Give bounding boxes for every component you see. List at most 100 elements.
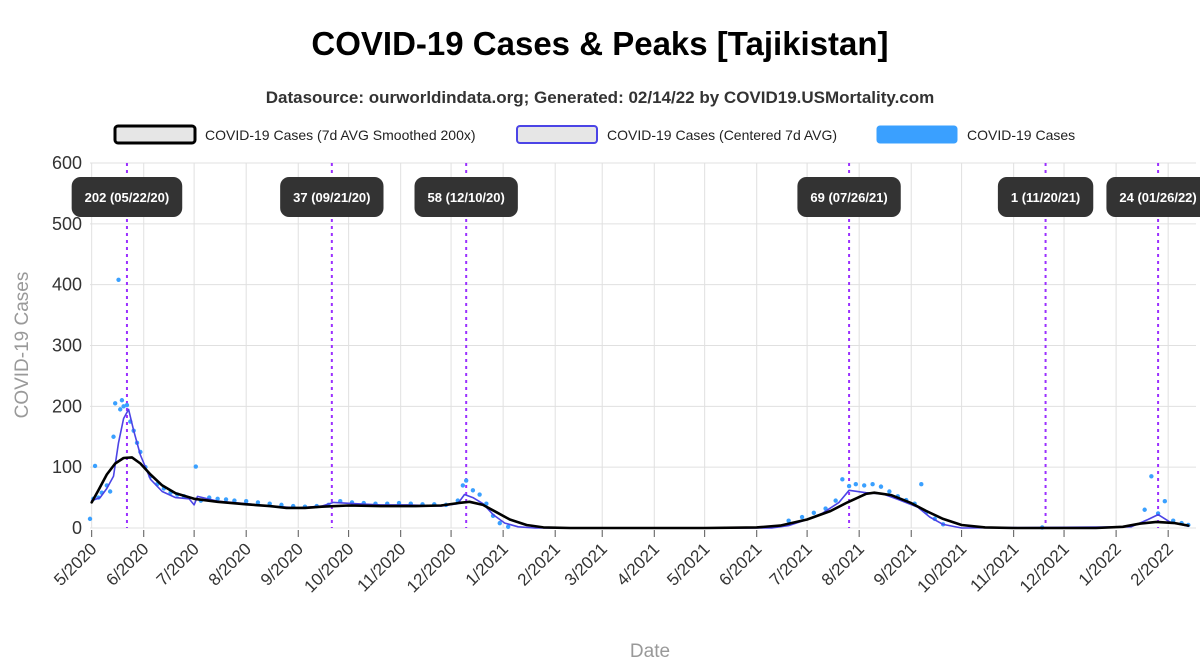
x-tick-label: 10/2021 (914, 539, 971, 596)
x-tick-label: 9/2021 (870, 539, 920, 589)
x-tick-label: 3/2021 (561, 539, 611, 589)
centered-7d-avg-line (90, 408, 1190, 529)
y-tick-label-400: 400 (52, 275, 82, 295)
daily-case-point (232, 498, 237, 503)
daily-case-point (470, 488, 476, 493)
daily-case-point (460, 483, 466, 488)
daily-case-point (878, 484, 884, 489)
chart-subtitle: Datasource: ourworldindata.org; Generate… (266, 88, 935, 107)
legend-swatch-2 (516, 125, 598, 144)
smoothed-line (90, 456, 1190, 530)
peak-label-box (1106, 177, 1200, 217)
peak-label-3: 58 (12/10/20) (414, 177, 518, 217)
daily-case-point (193, 464, 199, 469)
peak-labels: 202 (05/22/20) 37 (09/21/20) 58 (12/10/20)… (71, 177, 1200, 217)
daily-case-point (505, 524, 511, 529)
daily-case-point (1149, 474, 1154, 479)
x-tick-label: 6/2021 (715, 539, 765, 589)
peak-label-box (71, 177, 183, 217)
legend-swatch-1 (113, 124, 197, 145)
x-axis-label: Date (630, 641, 670, 662)
peak-label-box (414, 177, 518, 217)
y-tick-label-200: 200 (52, 396, 82, 416)
daily-case-point (861, 483, 867, 488)
daily-case-point (887, 489, 892, 494)
x-tick-label: 12/2020 (403, 539, 460, 596)
daily-case-point (111, 434, 116, 439)
daily-case-point (477, 492, 482, 497)
peak-label-text: 202 (05/22/20) (85, 190, 170, 205)
peak-label-text: 69 (07/26/21) (810, 190, 887, 205)
daily-case-point (1162, 499, 1168, 504)
x-tick-label: 2/2022 (1127, 539, 1177, 589)
daily-case-point (840, 477, 845, 482)
series-lines (90, 408, 1190, 530)
x-tick-label: 10/2020 (301, 539, 358, 596)
x-tick-label: 1/2022 (1075, 539, 1125, 589)
daily-case-point (870, 482, 875, 487)
daily-case-point (833, 498, 838, 503)
daily-cases-points (87, 277, 1191, 530)
daily-case-point (811, 510, 817, 515)
daily-case-point (497, 520, 502, 526)
legend-label-3: COVID-19 Cases (967, 127, 1075, 143)
y-tick-label-600: 600 (52, 153, 82, 173)
peak-label-1: 202 (05/22/20) (71, 177, 183, 217)
daily-case-point (1142, 507, 1147, 512)
x-tick-label: 12/2021 (1016, 539, 1073, 596)
daily-case-point (92, 463, 98, 469)
y-tick-label-100: 100 (52, 457, 82, 477)
peak-label-box (280, 177, 384, 217)
daily-case-point (112, 401, 118, 406)
peak-lines (125, 163, 1160, 528)
x-axis-ticks: 5/2020 6/2020 7/2020 8/2020 9/202010/202011/… (50, 530, 1177, 596)
legend-label-1: COVID-19 Cases (7d AVG Smoothed 200x) (205, 127, 476, 143)
x-tick-label: 8/2020 (205, 539, 255, 589)
daily-case-point (215, 496, 220, 501)
peak-label-text: 58 (12/10/20) (428, 190, 505, 205)
peak-label-text: 37 (09/21/20) (293, 190, 370, 205)
daily-case-point (853, 482, 859, 487)
daily-case-point (107, 489, 113, 494)
legend-swatch-3 (876, 125, 958, 144)
x-tick-label: 5/2021 (663, 539, 713, 589)
daily-case-point (786, 518, 791, 523)
legend-label-2: COVID-19 Cases (Centered 7d AVG) (607, 127, 837, 143)
y-tick-label-0: 0 (72, 518, 82, 538)
peak-label-text: 1 (11/20/21) (1011, 190, 1080, 205)
chart-title: COVID-19 Cases & Peaks [Tajikistan] (311, 25, 888, 62)
x-tick-label: 2/2021 (514, 539, 564, 589)
x-tick-label: 4/2021 (613, 539, 663, 589)
x-tick-label: 7/2021 (766, 539, 816, 589)
x-tick-label: 7/2020 (153, 539, 203, 589)
x-tick-label: 6/2020 (102, 539, 152, 589)
x-tick-label: 1/2021 (462, 539, 512, 589)
daily-case-point (119, 398, 125, 403)
daily-case-point (243, 499, 249, 504)
daily-case-point (799, 514, 805, 520)
daily-case-point (118, 407, 123, 412)
peak-label-6: 24 (01/26/22) (1106, 177, 1200, 217)
peak-label-text: 24 (01/26/22) (1119, 190, 1196, 205)
y-tick-label-500: 500 (52, 214, 82, 234)
peak-label-2: 37 (09/21/20) (280, 177, 384, 217)
y-tick-label-300: 300 (52, 336, 82, 356)
x-tick-label: 9/2020 (257, 539, 307, 589)
legend: COVID-19 Cases (7d AVG Smoothed 200x) COV… (113, 124, 1075, 145)
daily-case-point (255, 500, 261, 505)
x-tick-label: 11/2020 (354, 539, 410, 595)
daily-case-point (124, 402, 130, 408)
peak-label-box (997, 177, 1094, 217)
y-axis-label: COVID-19 Cases (12, 272, 33, 419)
daily-case-point (223, 497, 229, 502)
peak-label-5: 1 (11/20/21) (997, 177, 1094, 217)
y-axis-ticks: 0 100 200 300 400 500 600 (52, 153, 82, 538)
x-tick-label: 8/2021 (818, 539, 868, 589)
daily-case-point (121, 404, 126, 409)
daily-case-point (116, 277, 121, 282)
daily-case-point (846, 483, 852, 489)
peak-label-4: 69 (07/26/21) (797, 177, 901, 217)
x-tick-label: 5/2020 (50, 539, 100, 589)
daily-case-point (919, 482, 924, 487)
daily-case-point (463, 478, 469, 483)
